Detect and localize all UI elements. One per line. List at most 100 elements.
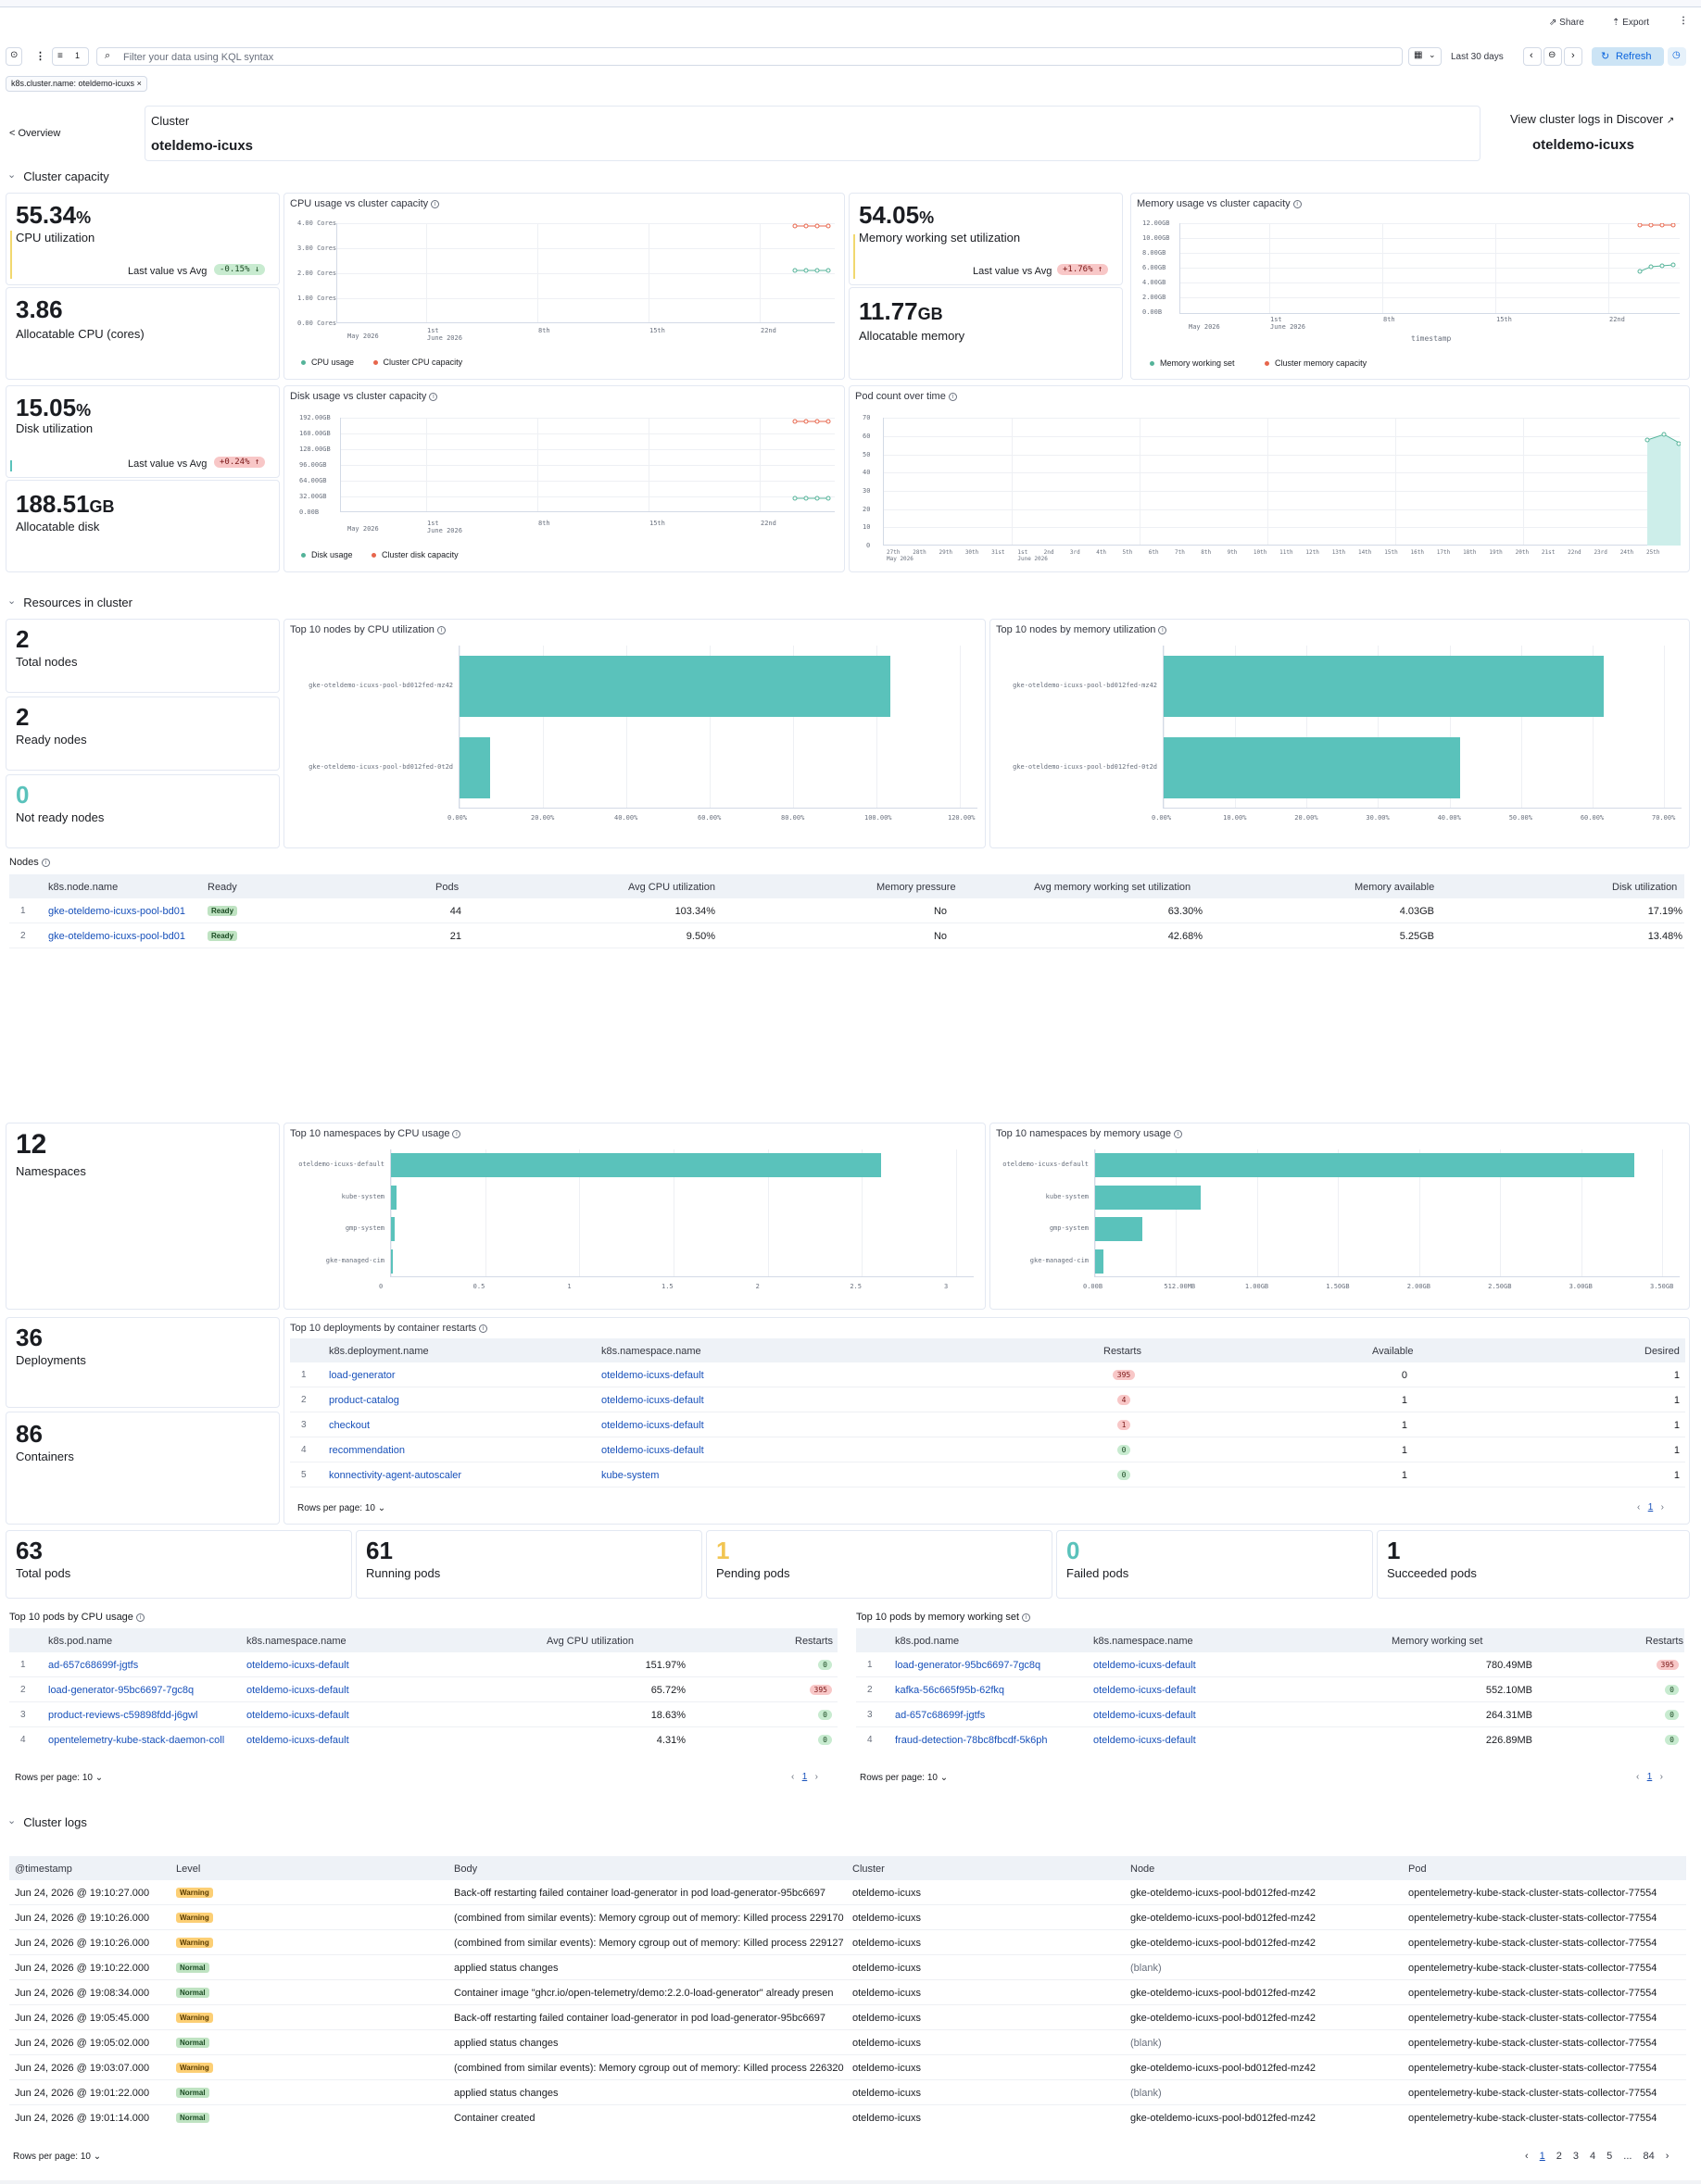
chevron-right-icon[interactable]: › (1665, 2151, 1670, 2162)
log-row[interactable]: Jun 24, 2026 @ 19:10:26.000 Warning (combi… (9, 1930, 1686, 1955)
bar[interactable] (391, 1185, 397, 1210)
log-row[interactable]: Jun 24, 2026 @ 19:10:26.000 Warning (combi… (9, 1905, 1686, 1930)
back-to-overview-link[interactable]: < Overview (9, 128, 61, 139)
info-icon[interactable]: i (1173, 1130, 1182, 1138)
deployment-link[interactable]: checkout (329, 1420, 371, 1431)
column-header[interactable]: Cluster (852, 1864, 885, 1875)
column-header[interactable]: Body (454, 1864, 478, 1875)
namespace-link[interactable]: oteldemo-icuxs-default (601, 1420, 704, 1431)
pod-name-link[interactable]: load-generator-95bc6697-7gc8q (48, 1685, 195, 1696)
refresh-settings-button[interactable]: ◷ (1668, 47, 1686, 66)
legend-item[interactable]: Cluster CPU capacity (372, 358, 462, 367)
share-button[interactable]: ⇗ Share (1549, 18, 1584, 28)
page-link[interactable]: 1 (1647, 1502, 1654, 1512)
more-actions-icon[interactable]: ⋮ (1679, 16, 1688, 26)
page-link[interactable]: 2 (1556, 2151, 1562, 2162)
pod-name-link[interactable]: kafka-56c665f95b-62fkq (895, 1685, 1005, 1696)
filter-pill[interactable]: k8s.cluster.name: oteldemo-icuxs × (6, 76, 147, 92)
page-link[interactable]: 1 (1539, 2151, 1545, 2162)
pod-name-link[interactable]: ad-657c68699f-jgtfs (895, 1710, 986, 1721)
pod-name-link[interactable]: product-reviews-c59898fdd-j6gwl (48, 1710, 198, 1721)
bar[interactable] (460, 656, 891, 717)
rows-per-page-select[interactable]: Rows per page: 10 ⌄ (15, 1773, 104, 1783)
chevron-left-icon[interactable]: ‹ (1637, 1502, 1641, 1512)
column-header[interactable]: Restarts (795, 1636, 833, 1647)
info-icon[interactable]: i (436, 626, 446, 634)
namespace-link[interactable]: oteldemo-icuxs-default (246, 1660, 349, 1671)
filter-count-button[interactable]: ≡ 1 (52, 47, 89, 66)
bar[interactable] (391, 1217, 396, 1241)
date-range[interactable]: Last 30 days (1451, 52, 1504, 62)
deployment-link[interactable]: product-catalog (329, 1395, 399, 1406)
column-header[interactable]: Restarts (1645, 1636, 1683, 1647)
bar[interactable] (1164, 737, 1461, 798)
legend-item[interactable]: Memory working set (1150, 358, 1235, 368)
bar[interactable] (1095, 1153, 1635, 1177)
column-header[interactable]: k8s.namespace.name (1093, 1636, 1193, 1647)
next-period-button[interactable]: › (1564, 47, 1582, 66)
query-options-icon[interactable]: ⋮ (35, 51, 45, 62)
info-icon[interactable]: i (431, 200, 440, 208)
deployment-link[interactable]: konnectivity-agent-autoscaler (329, 1470, 462, 1481)
previous-period-button[interactable]: ‹ (1523, 47, 1542, 66)
pod-name-link[interactable]: ad-657c68699f-jgtfs (48, 1660, 139, 1671)
column-header[interactable]: Memory pressure (876, 882, 956, 893)
bar[interactable] (1164, 656, 1604, 717)
section-cluster-capacity[interactable]: Cluster capacity (7, 169, 108, 183)
log-row[interactable]: Jun 24, 2026 @ 19:01:14.000 Normal Contain… (9, 2105, 1686, 2125)
column-header[interactable]: Ready (208, 882, 237, 893)
page-link[interactable]: 84 (1643, 2151, 1655, 2162)
column-header[interactable]: Restarts (1103, 1346, 1141, 1357)
namespace-link[interactable]: oteldemo-icuxs-default (601, 1370, 704, 1381)
log-row[interactable]: Jun 24, 2026 @ 19:10:27.000 Warning Back-o… (9, 1880, 1686, 1905)
namespace-link[interactable]: oteldemo-icuxs-default (246, 1685, 349, 1696)
column-header[interactable]: k8s.namespace.name (246, 1636, 346, 1647)
view-cluster-logs-link[interactable]: View cluster logs in Discover ↗ (1510, 112, 1675, 126)
namespace-link[interactable]: oteldemo-icuxs-default (601, 1395, 704, 1406)
info-icon[interactable]: i (1022, 1613, 1031, 1622)
column-header[interactable]: Pods (435, 882, 460, 893)
column-header[interactable]: Node (1130, 1864, 1155, 1875)
rows-per-page-select[interactable]: Rows per page: 10 ⌄ (297, 1503, 386, 1513)
deployment-link[interactable]: recommendation (329, 1445, 405, 1456)
column-header[interactable]: k8s.namespace.name (601, 1346, 701, 1357)
chevron-right-icon[interactable]: › (1659, 1772, 1663, 1782)
column-header[interactable]: k8s.deployment.name (329, 1346, 429, 1357)
info-icon[interactable]: i (1292, 200, 1302, 208)
column-header[interactable]: Memory available (1354, 882, 1435, 893)
log-row[interactable]: Jun 24, 2026 @ 19:08:34.000 Normal Contain… (9, 1980, 1686, 2005)
namespace-link[interactable]: oteldemo-icuxs-default (246, 1710, 349, 1721)
column-header[interactable]: Avg memory working set utilization (1034, 882, 1191, 893)
column-header[interactable]: k8s.node.name (48, 882, 119, 893)
info-icon[interactable]: i (41, 859, 50, 867)
bar[interactable] (460, 737, 490, 798)
rows-per-page-select[interactable]: Rows per page: 10 ⌄ (860, 1773, 949, 1783)
bar[interactable] (391, 1153, 881, 1177)
page-link[interactable]: 3 (1572, 2151, 1580, 2162)
zoom-out-button[interactable]: ⊖ (1544, 47, 1562, 66)
deployment-link[interactable]: load-generator (329, 1370, 396, 1381)
namespace-link[interactable]: oteldemo-icuxs-default (1093, 1710, 1196, 1721)
namespace-link[interactable]: oteldemo-icuxs-default (601, 1445, 704, 1456)
chevron-right-icon[interactable]: › (1660, 1502, 1664, 1512)
chevron-left-icon[interactable]: ‹ (791, 1772, 795, 1782)
chevron-left-icon[interactable]: ‹ (1636, 1772, 1640, 1782)
legend-item[interactable]: CPU usage (301, 358, 354, 367)
search-input[interactable]: ⌕ Filter your data using KQL syntax (96, 47, 1403, 66)
legend-item[interactable]: Cluster disk capacity (372, 550, 459, 559)
info-icon[interactable]: i (429, 393, 438, 401)
legend-item[interactable]: Cluster memory capacity (1265, 358, 1367, 368)
column-header[interactable]: Avg CPU utilization (628, 882, 715, 893)
page-link[interactable]: 5 (1606, 2151, 1613, 2162)
page-link[interactable]: 1 (801, 1772, 808, 1782)
node-name-link[interactable]: gke-oteldemo-icuxs-pool-bd01 (48, 931, 185, 942)
legend-item[interactable]: Disk usage (301, 550, 353, 559)
namespace-link[interactable]: oteldemo-icuxs-default (1093, 1660, 1196, 1671)
info-icon[interactable]: i (452, 1130, 461, 1138)
chevron-right-icon[interactable]: › (814, 1772, 818, 1782)
column-header[interactable]: Level (176, 1864, 201, 1875)
namespace-link[interactable]: oteldemo-icuxs-default (246, 1735, 349, 1746)
column-header[interactable]: Available (1372, 1346, 1414, 1357)
info-icon[interactable]: i (1158, 626, 1167, 634)
column-header[interactable]: k8s.pod.name (48, 1636, 113, 1647)
